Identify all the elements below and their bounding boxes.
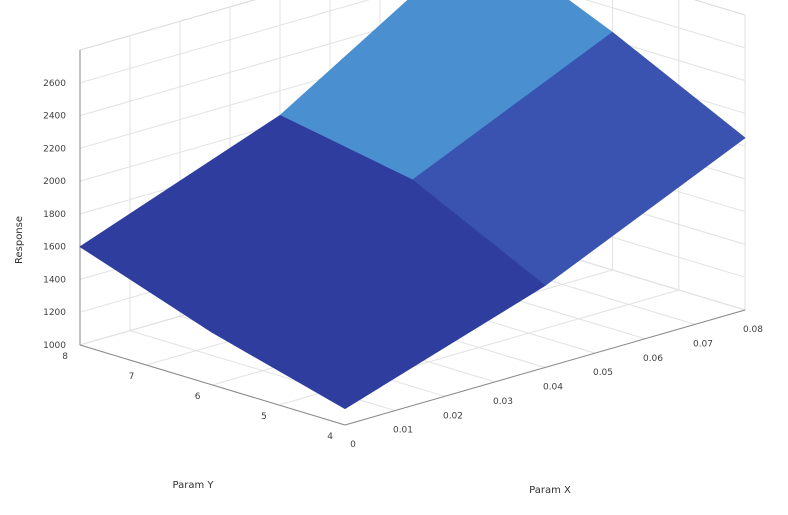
y-tick-label: 8 bbox=[62, 352, 68, 362]
y-axis-line bbox=[79, 344, 346, 426]
x-tick-label: 0.01 bbox=[393, 426, 413, 436]
z-tick-label: 2000 bbox=[43, 177, 66, 187]
surface-patch-0-0 bbox=[211, 179, 546, 410]
y-tick-label: 6 bbox=[195, 392, 201, 402]
x-tick-label: 0.02 bbox=[443, 411, 463, 421]
z-gridline bbox=[79, 0, 746, 84]
x-tick-label: 0.04 bbox=[543, 383, 563, 393]
x-tick-label: 0.03 bbox=[493, 397, 513, 407]
z-tick-label: 1600 bbox=[43, 243, 66, 253]
y-tick-label: 5 bbox=[261, 412, 267, 422]
x-tick-label: 0.05 bbox=[593, 368, 613, 378]
tick-labels: 1000 1200 1400 1600 1800 2000 2200 2400 2600 4 5 6 7… bbox=[43, 79, 763, 450]
x-tick-label: 0.08 bbox=[743, 325, 763, 335]
x-tick-label: 0.07 bbox=[693, 339, 713, 349]
z-tick-label: 1400 bbox=[43, 275, 66, 285]
x-tick-label: 0.06 bbox=[643, 354, 663, 364]
x-axis-label: Param X bbox=[529, 485, 571, 496]
z-tick-label: 2400 bbox=[43, 112, 66, 122]
y-axis-label: Param Y bbox=[173, 480, 215, 491]
z-tick-label: 2200 bbox=[43, 144, 66, 154]
surface-patches bbox=[79, 0, 746, 410]
y-tick-label: 7 bbox=[129, 372, 135, 382]
x-axis-line bbox=[344, 309, 746, 426]
z-tick-label: 2600 bbox=[43, 79, 66, 89]
z-tick-label: 1000 bbox=[43, 341, 66, 351]
z-tick-label: 1800 bbox=[43, 210, 66, 220]
z-tick-label: 1200 bbox=[43, 308, 66, 318]
z-axis-label: Response bbox=[14, 216, 25, 264]
x-tick-label: 0 bbox=[350, 440, 356, 450]
y-tick-label: 4 bbox=[327, 432, 333, 442]
